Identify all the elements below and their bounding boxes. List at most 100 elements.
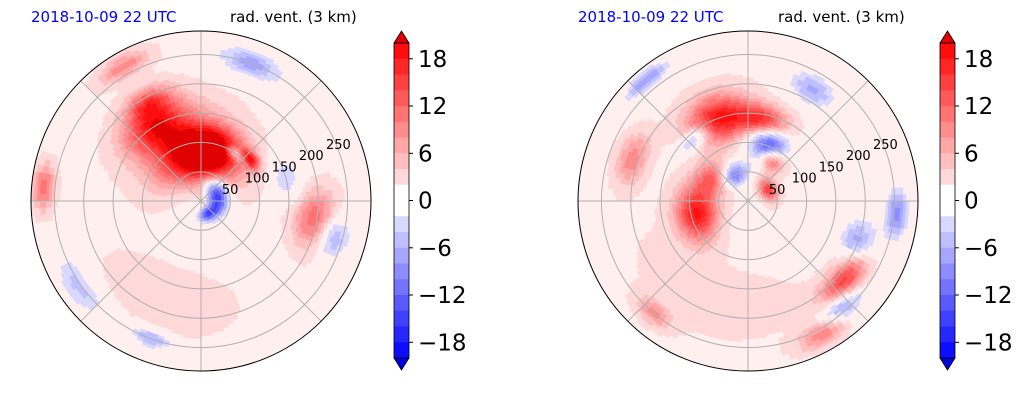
colorbar-band: [394, 279, 409, 296]
field-cell: [241, 202, 246, 206]
field-cell: [200, 118, 205, 123]
field-cell: [326, 200, 331, 207]
field-cell: [42, 200, 47, 209]
field-cell: [326, 195, 331, 202]
field-cell: [200, 291, 206, 296]
field-cell: [207, 124, 212, 129]
field-cell: [194, 130, 199, 135]
colorbar-band: [394, 121, 409, 138]
field-cell: [178, 72, 185, 78]
field-cell: [45, 193, 49, 202]
field-cell: [194, 273, 199, 278]
field-cell: [217, 327, 225, 333]
field-cell: [124, 190, 129, 195]
field-cell: [194, 133, 199, 138]
field-cell: [192, 294, 198, 298]
field-cell: [303, 200, 307, 206]
colorbar-band: [394, 310, 409, 327]
field-cell: [205, 95, 211, 100]
field-cell: [190, 121, 195, 126]
field-cell: [194, 335, 202, 340]
field-cell: [33, 193, 38, 202]
field-cell: [204, 104, 210, 108]
field-cell: [190, 124, 195, 129]
field-cell: [194, 124, 199, 129]
field-cell: [193, 279, 198, 284]
field-cell: [200, 329, 208, 334]
field-cell: [320, 200, 325, 207]
field-cell: [335, 206, 339, 214]
field-cell: [204, 107, 210, 111]
field-cell: [320, 195, 325, 202]
colorbar-tick-label: 6: [418, 141, 433, 167]
field-cell: [323, 200, 328, 207]
field-cell: [200, 294, 206, 298]
colorbar-tick-label: 0: [418, 189, 433, 215]
field-cell: [303, 196, 307, 202]
field-cell: [188, 335, 196, 339]
field-cell: [193, 118, 198, 123]
field-cell: [190, 273, 195, 278]
field-cell: [196, 92, 202, 96]
field-cell: [195, 89, 202, 93]
field-cell: [205, 302, 211, 307]
field-cell: [706, 197, 711, 200]
field-cell: [203, 133, 208, 138]
field-cell: [326, 189, 331, 196]
field-cell: [200, 312, 207, 316]
field-cell: [200, 95, 206, 99]
field-cell: [136, 195, 140, 199]
field-cell: [45, 200, 49, 209]
field-cell: [205, 308, 211, 313]
field-cell: [312, 195, 316, 202]
field-cell: [203, 124, 208, 129]
field-cell: [200, 276, 205, 281]
colorbar-band: [394, 43, 409, 60]
field-cell: [749, 150, 753, 155]
field-cell: [332, 200, 337, 208]
field-cell: [196, 291, 202, 296]
colorbar-extend-max: [393, 30, 410, 44]
field-cell: [196, 101, 202, 105]
field-cell: [190, 276, 195, 281]
field-cell: [191, 305, 197, 310]
colorbar-band: [394, 247, 409, 264]
field-cell: [323, 195, 328, 202]
field-cell: [194, 127, 199, 132]
field-cell: [202, 159, 205, 164]
panel-1-radial-tick-label: 50: [222, 183, 239, 198]
field-cell: [205, 300, 211, 304]
field-cell: [340, 188, 345, 196]
field-cell: [197, 115, 202, 120]
field-cell: [291, 204, 295, 210]
field-cell: [39, 200, 44, 209]
field-cell: [191, 308, 197, 313]
field-cell: [294, 204, 298, 210]
field-cell: [124, 194, 129, 199]
field-cell: [205, 89, 211, 94]
field-cell: [700, 196, 705, 200]
panel-2-time-label: 2018-10-09 22 UTC: [578, 8, 724, 26]
field-cell: [197, 121, 202, 126]
colorbar-extend-min: [393, 357, 410, 371]
field-cell: [204, 297, 210, 301]
field-cell: [195, 312, 202, 316]
field-cell: [48, 194, 52, 202]
colorbar-band: [394, 200, 409, 217]
colorbar-band: [394, 90, 409, 107]
field-cell: [130, 194, 135, 199]
field-cell: [309, 195, 313, 202]
field-cell: [196, 300, 202, 304]
field-cell: [206, 184, 210, 189]
field-cell: [195, 326, 202, 331]
field-cell: [177, 202, 181, 205]
colorbar-band: [394, 58, 409, 75]
field-cell: [306, 196, 310, 202]
colorbar-band: [394, 106, 409, 123]
field-cell: [331, 212, 336, 219]
colorbar-tick-label: −6: [418, 236, 452, 262]
colorbar-band: [394, 169, 409, 186]
panel-1-radial-tick-label: 100: [245, 172, 270, 187]
